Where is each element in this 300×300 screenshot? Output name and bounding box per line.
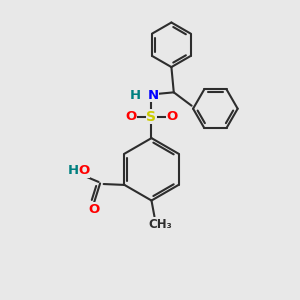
Text: CH₃: CH₃ bbox=[148, 218, 172, 231]
Text: H: H bbox=[68, 164, 79, 177]
Text: S: S bbox=[146, 110, 157, 124]
Text: H: H bbox=[130, 89, 141, 102]
Text: O: O bbox=[167, 110, 178, 123]
Text: N: N bbox=[147, 89, 158, 102]
Text: O: O bbox=[88, 203, 99, 216]
Text: O: O bbox=[125, 110, 136, 123]
Text: O: O bbox=[78, 164, 90, 177]
